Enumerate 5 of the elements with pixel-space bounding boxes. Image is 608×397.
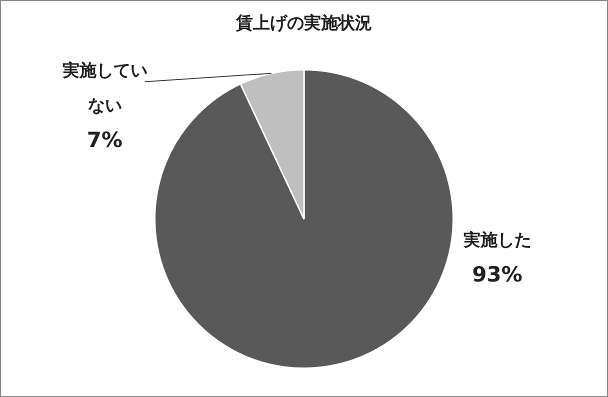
data-label: 7% [86, 128, 123, 152]
slice-label: 実施していない [61, 61, 148, 116]
data-label: 93% [472, 262, 522, 286]
slice-label: 実施した [462, 230, 532, 250]
chart-title: 賃上げの実施状況 [235, 13, 372, 34]
